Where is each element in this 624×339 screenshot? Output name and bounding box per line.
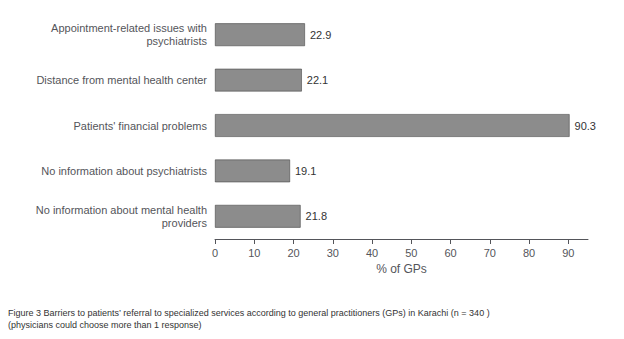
svg-text:80: 80 [523,247,535,259]
svg-text:70: 70 [484,247,496,259]
svg-text:0: 0 [212,247,218,259]
svg-text:22.9: 22.9 [310,29,331,41]
svg-text:No information about psychiatr: No information about psychiatrists [41,165,207,177]
svg-text:50: 50 [405,247,417,259]
svg-text:20: 20 [287,247,299,259]
svg-text:% of GPs: % of GPs [376,262,427,276]
svg-text:Distance from mental health ce: Distance from mental health center [36,74,207,86]
svg-text:(physicians could choose more: (physicians could choose more than 1 res… [8,320,202,330]
svg-text:40: 40 [366,247,378,259]
svg-text:Patients' financial problems: Patients' financial problems [73,120,207,132]
svg-text:Appointment-related issues wit: Appointment-related issues with [51,22,207,34]
svg-text:90.3: 90.3 [575,120,596,132]
svg-text:90: 90 [562,247,574,259]
svg-text:10: 10 [248,247,260,259]
svg-text:providers: providers [162,217,208,229]
svg-text:21.8: 21.8 [306,210,327,222]
svg-text:60: 60 [444,247,456,259]
svg-text:22.1: 22.1 [307,74,328,86]
svg-text:No information about mental he: No information about mental health [36,204,207,216]
svg-text:30: 30 [327,247,339,259]
svg-text:19.1: 19.1 [295,165,316,177]
svg-text:psychiatrists: psychiatrists [146,35,207,47]
svg-text:Figure 3 Barriers to patients’: Figure 3 Barriers to patients’ referral … [8,308,490,318]
